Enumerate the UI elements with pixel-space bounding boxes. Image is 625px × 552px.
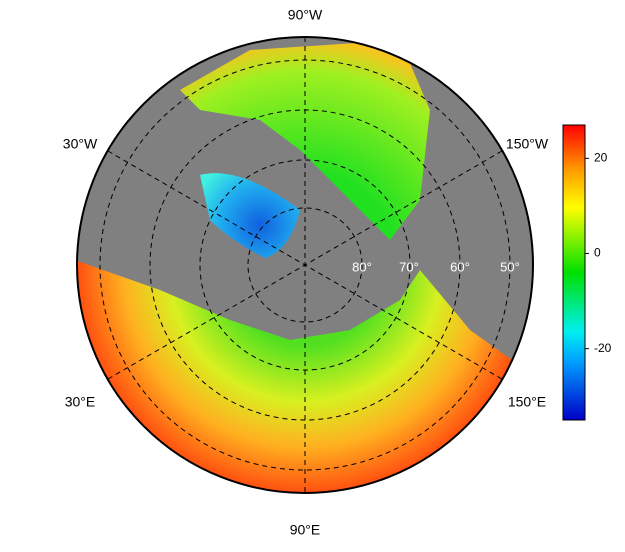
lat-label: 80° [352, 259, 372, 274]
lat-label: 60° [450, 259, 470, 274]
lat-label: 70° [399, 259, 419, 274]
map-border [76, 36, 534, 494]
colorbar-tick-label: -20 [594, 341, 612, 355]
colorbar-tick-label: 0 [594, 246, 601, 260]
greenland [200, 173, 300, 258]
lon-label: 90°E [290, 522, 321, 538]
lat-label: 50° [500, 259, 520, 274]
graticule [99, 37, 511, 493]
lon-label: 150°E [508, 394, 546, 410]
lon-label: 30°W [63, 136, 98, 152]
lon-label: 90°W [288, 7, 323, 23]
colorbar-tick-label: 20 [594, 150, 608, 164]
map-field [77, 37, 533, 493]
colorbar [562, 124, 586, 421]
lon-label: 30°E [65, 394, 96, 410]
lon-label: 150°W [506, 136, 549, 152]
